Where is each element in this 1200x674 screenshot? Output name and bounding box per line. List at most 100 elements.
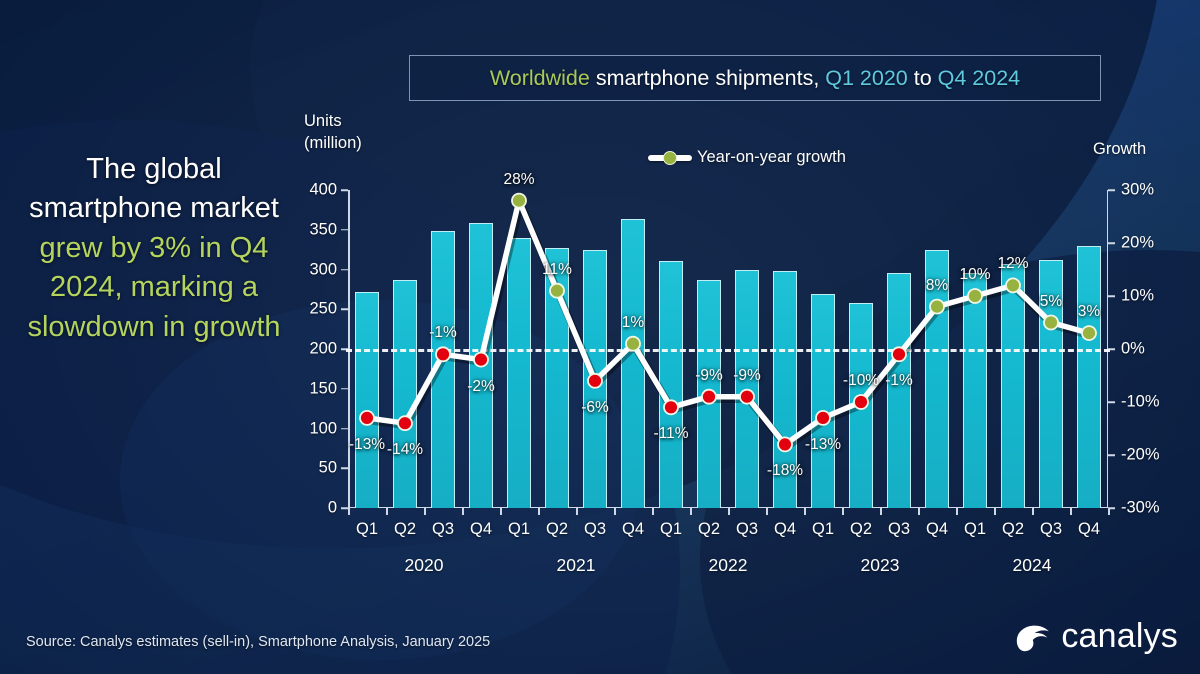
left-tick-label: 250 [309,299,337,318]
x-tick-mark [728,508,730,515]
growth-marker [625,335,641,352]
right-tick-mark [1108,189,1115,191]
bar [963,272,987,508]
x-axis-label: Q4 [925,520,949,538]
x-axis-label: Q3 [583,520,607,538]
x-tick-mark [1108,508,1110,515]
headline-accent: grew by 3% in Q4 2024, marking a slowdow… [27,231,281,343]
x-axis-year-label: 2021 [556,555,596,575]
canalys-wordmark: canalys [1061,616,1178,655]
legend-label: Year-on-year growth [697,148,846,166]
source-note: Source: Canalys estimates (sell-in), Sma… [26,634,491,650]
right-tick-mark [1108,401,1115,403]
right-tick-mark [1108,295,1115,297]
growth-data-label: 12% [997,255,1029,273]
left-tick-label: 400 [309,180,337,199]
right-tick-mark [1108,454,1115,456]
x-axis-baseline [348,506,1108,508]
growth-marker [815,409,831,426]
x-tick-mark [918,508,920,515]
growth-marker [473,351,489,368]
growth-data-label: 10% [959,266,991,283]
growth-marker [891,346,907,363]
x-axis-label: Q4 [773,520,797,538]
x-axis-year-label: 2022 [708,555,748,575]
right-tick-mark [1108,507,1115,509]
left-tick-label: 200 [309,339,337,358]
bar [811,294,835,508]
x-axis-year-label: 2023 [860,555,900,575]
chart-title: Worldwide smartphone shipments, Q1 2020 … [490,66,1020,91]
left-tick-mark [341,348,348,350]
growth-data-label: -10% [842,372,880,389]
x-tick-mark [880,508,882,515]
bar [545,248,569,508]
right-tick-mark [1108,348,1115,350]
left-axis-title-line1: Units [304,112,342,130]
plot-area: 0 50 100 150 200 250 300 350 400 -30% -20% -10% 0% 1… [309,171,1159,575]
growth-data-label: -1% [885,372,913,390]
title-range-end: Q4 2024 [937,65,1021,90]
line-marker-icon [648,150,692,165]
left-axis-title-line2: (million) [304,133,362,152]
x-tick-mark [652,508,654,515]
growth-data-label: -13% [348,435,386,453]
growth-data-label: -14% [386,441,424,459]
headline-white: The global smartphone market [29,153,279,225]
x-axis-label: Q2 [393,520,417,538]
left-tick-mark [341,268,348,271]
right-tick-label: 30% [1121,180,1155,199]
x-tick-mark [766,508,768,515]
x-tick-mark [994,508,996,515]
growth-data-label: -9% [733,366,761,384]
left-tick-label: 300 [309,260,337,278]
x-axis-label: Q2 [1001,520,1025,538]
bar [1077,245,1101,508]
growth-marker [1081,325,1097,342]
x-tick-mark [386,508,388,515]
x-tick-mark [500,508,502,515]
x-tick-mark [576,508,578,515]
chart-legend: Year-on-year growth [648,148,846,167]
left-tick-label: 350 [309,220,337,239]
growth-marker [549,282,565,299]
x-axis-label: Q2 [697,520,721,538]
x-tick-mark [956,508,958,515]
growth-data-label: 28% [503,170,535,188]
x-tick-mark [690,508,692,515]
x-axis-label: Q1 [963,520,987,538]
bar [355,291,379,508]
x-tick-mark [804,508,806,515]
growth-data-label: 5% [1039,292,1063,310]
x-axis-year-label: 2024 [1012,555,1052,575]
left-tick-mark [341,189,348,191]
right-tick-label: 20% [1121,233,1155,252]
right-tick-label: -20% [1121,445,1160,464]
growth-marker [967,288,983,304]
growth-data-label: 3% [1077,303,1101,321]
x-axis-label: Q3 [431,520,455,538]
growth-data-label: 11% [542,260,572,278]
left-tick-mark [341,427,348,430]
growth-marker [929,298,945,315]
title-mid-1: smartphone shipments, [589,65,826,90]
title-range-start: Q1 2020 [825,65,908,90]
left-tick-label: 50 [318,458,337,477]
x-axis-label: Q1 [507,520,531,538]
growth-data-label: -9% [695,366,723,384]
right-tick-mark [1108,242,1115,244]
x-tick-mark [348,508,350,515]
x-tick-mark [538,508,540,515]
left-tick-mark [341,388,348,390]
growth-line-chart [359,191,1097,453]
x-axis-label: Q4 [469,520,493,538]
growth-marker [587,372,603,389]
left-tick-mark [341,229,348,231]
growth-line-path [364,197,1092,448]
growth-marker [853,394,869,410]
growth-data-label: -13% [804,435,842,453]
x-tick-mark [614,508,616,515]
right-tick-label: -30% [1121,498,1160,517]
x-tick-mark [424,508,426,515]
